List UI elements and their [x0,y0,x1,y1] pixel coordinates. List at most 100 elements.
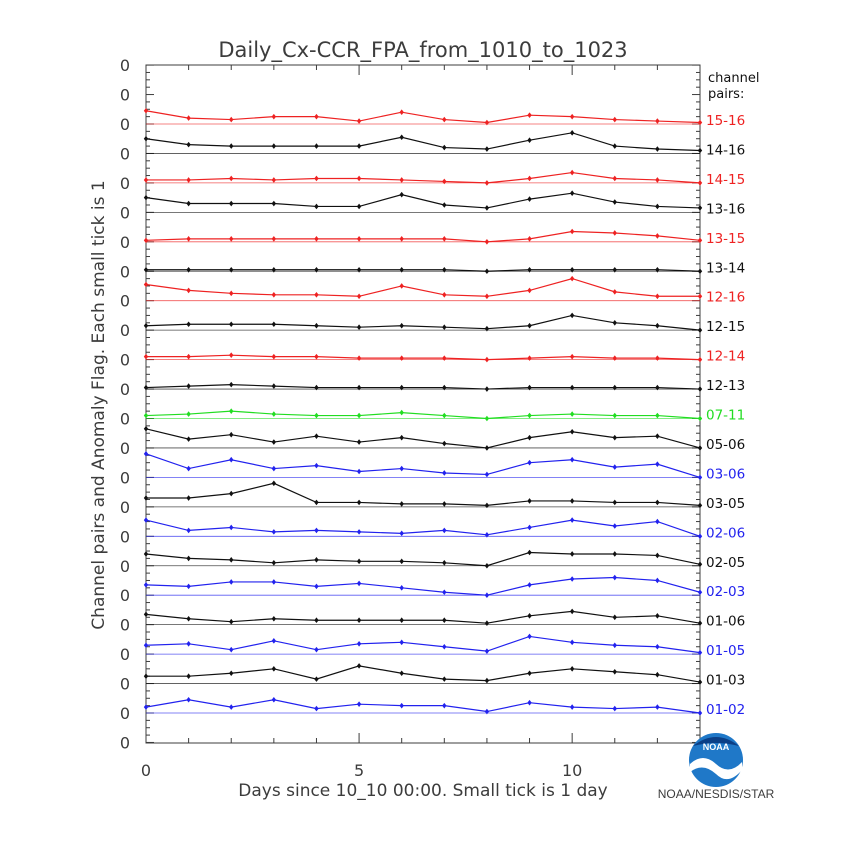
data-point-12-14 [697,356,703,363]
data-point-12-16 [484,293,490,300]
data-point-07-11 [229,408,234,414]
data-point-01-03 [612,668,617,675]
data-point-12-13 [612,384,617,391]
data-point-13-14 [612,266,617,273]
data-point-01-02 [484,708,490,715]
data-point-03-06 [186,465,191,472]
x-axis-label: Days since 10_10 00:00. Small tick is 1 … [238,781,607,801]
data-point-13-16 [271,200,277,207]
data-point-01-05 [229,646,234,653]
x-tick-label: 5 [354,761,364,780]
data-point-12-16 [527,287,532,294]
data-point-12-16 [186,287,191,294]
data-point-12-15 [314,322,319,329]
data-point-02-03 [143,582,149,588]
data-point-13-15 [442,236,447,242]
data-point-14-16 [655,146,660,152]
data-point-14-15 [527,175,532,182]
data-point-15-16 [143,107,149,114]
data-point-13-15 [314,236,319,242]
y-tick-label: 0 [120,498,130,517]
data-point-05-06 [655,433,660,439]
data-point-12-16 [569,275,575,282]
data-point-14-16 [143,135,149,142]
series-line-07-11 [145,410,701,420]
data-point-12-14 [655,355,660,361]
y-tick-label: 0 [120,557,130,576]
data-point-01-05 [442,643,447,650]
data-point-13-15 [356,236,362,242]
data-point-13-14 [356,266,362,273]
data-point-12-15 [569,312,575,319]
data-point-12-13 [143,384,149,391]
data-point-02-06 [229,524,234,531]
data-point-12-16 [314,292,319,298]
data-point-12-16 [143,281,149,288]
data-point-14-15 [442,178,447,185]
data-point-07-11 [569,411,575,417]
data-point-01-05 [271,638,277,644]
data-point-12-14 [356,355,362,361]
data-point-01-02 [655,704,660,710]
data-point-01-06 [229,618,234,625]
data-point-02-05 [143,551,149,557]
data-point-02-05 [484,562,490,569]
data-point-05-06 [399,434,404,441]
data-point-13-16 [186,200,191,207]
data-point-13-15 [527,236,532,242]
data-point-01-02 [399,702,404,709]
data-point-13-14 [314,266,319,273]
data-point-12-16 [229,290,234,297]
data-point-01-02 [271,696,277,703]
y-tick-label: 0 [120,704,130,723]
data-point-07-11 [697,415,703,422]
data-point-15-16 [484,119,490,126]
data-point-01-05 [655,643,660,650]
data-point-13-15 [143,237,149,244]
data-point-03-05 [612,499,617,506]
data-point-01-06 [697,620,703,626]
data-point-13-15 [697,237,703,244]
data-point-13-15 [484,239,490,245]
data-point-01-05 [612,642,617,649]
legend-item-01-06: 01-06 [706,614,745,630]
y-tick-label: 0 [120,115,130,134]
data-point-01-02 [314,705,319,712]
data-point-13-16 [442,202,447,208]
data-point-12-14 [484,356,490,363]
y-tick-label: 0 [120,321,130,340]
data-point-01-02 [229,704,234,710]
y-tick-label: 0 [120,174,130,193]
series-line-01-06 [145,610,701,624]
y-tick-label: 0 [120,144,130,163]
legend-item-01-03: 01-03 [706,673,745,689]
data-point-01-06 [442,617,447,624]
data-point-01-03 [399,670,404,677]
data-point-03-05 [442,501,447,507]
data-point-05-06 [314,433,319,439]
data-point-07-11 [143,412,149,419]
data-point-14-15 [697,180,703,186]
data-point-13-15 [655,233,660,239]
data-point-01-05 [527,633,532,640]
data-point-01-02 [442,702,447,709]
legend-item-13-16: 13-16 [706,201,745,217]
data-point-01-03 [229,670,234,677]
data-point-02-06 [271,529,277,535]
data-point-14-16 [399,134,404,141]
data-point-13-14 [697,268,703,275]
data-point-02-03 [697,589,703,596]
data-point-05-06 [612,434,617,441]
data-point-12-15 [186,321,191,328]
data-point-12-13 [569,384,575,391]
x-tick-label: 0 [141,761,151,780]
noaa-wave-icon [690,758,742,780]
data-point-13-14 [229,266,234,273]
data-point-12-16 [655,293,660,300]
data-point-01-05 [186,640,191,647]
series-line-15-16 [145,110,701,124]
y-tick-label: 0 [120,380,130,399]
data-point-15-16 [697,119,703,126]
y-tick-label: 0 [120,527,130,546]
y-tick-label: 0 [120,645,130,664]
